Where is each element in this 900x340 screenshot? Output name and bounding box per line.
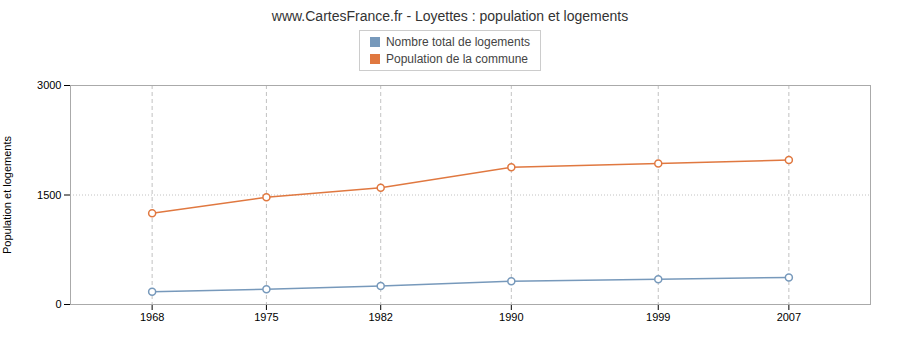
- html-text:Nombre total de logements: Nombre total de logements: [386, 35, 530, 49]
- svg-text:2007: 2007: [777, 311, 801, 323]
- svg-text:Population et logements: Population et logements: [1, 135, 13, 254]
- svg-text:3000: 3000: [37, 79, 61, 91]
- svg-text:1968: 1968: [140, 311, 164, 323]
- html-text:Population de la commune: Population de la commune: [386, 52, 528, 66]
- svg-text:1982: 1982: [368, 311, 392, 323]
- svg-text:1999: 1999: [646, 311, 670, 323]
- html-text:www.CartesFrance.fr - Loyettes: www.CartesFrance.fr - Loyettes : populat…: [271, 8, 629, 24]
- svg-text:1975: 1975: [254, 311, 278, 323]
- svg-text:1990: 1990: [499, 311, 523, 323]
- svg-text:0: 0: [55, 298, 61, 310]
- svg-text:1500: 1500: [37, 189, 61, 201]
